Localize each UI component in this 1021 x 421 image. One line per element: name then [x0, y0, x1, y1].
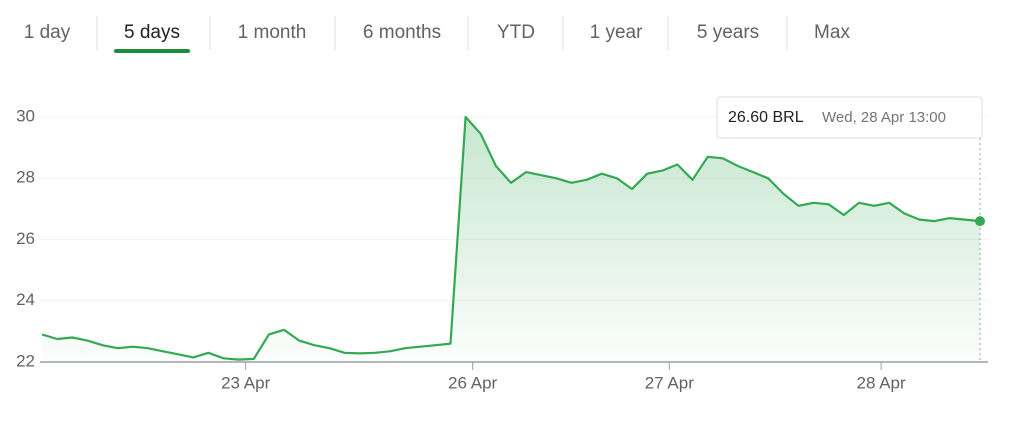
x-tick-label: 26 Apr [448, 373, 497, 392]
tooltip-box [716, 96, 983, 139]
area-fill [42, 117, 980, 362]
tooltip-price: 26.60 BRL [728, 109, 804, 126]
price-line [41, 115, 981, 361]
tooltip-time: Wed, 28 Apr 13:00 [822, 109, 946, 126]
range-tab[interactable]: YTD [497, 22, 535, 43]
range-tab[interactable]: 1 month [238, 22, 307, 43]
y-tick-label: 28 [16, 168, 35, 187]
x-tick-label: 28 Apr [857, 373, 906, 392]
x-tick-label: 23 Apr [221, 373, 270, 392]
y-tick-label: 24 [16, 290, 35, 309]
range-tab[interactable]: 1 year [590, 22, 643, 43]
x-tick-label: 27 Apr [645, 373, 694, 392]
range-tab[interactable]: Max [814, 22, 850, 43]
range-tab[interactable]: 5 days [124, 22, 180, 43]
y-tick-label: 30 [16, 106, 35, 125]
hover-dot [975, 216, 985, 227]
range-tab[interactable]: 1 day [24, 22, 71, 43]
range-tab[interactable]: 6 months [363, 22, 441, 43]
range-tab[interactable]: 5 years [697, 22, 759, 43]
y-tick-label: 22 [16, 351, 35, 370]
y-tick-label: 26 [16, 229, 35, 248]
